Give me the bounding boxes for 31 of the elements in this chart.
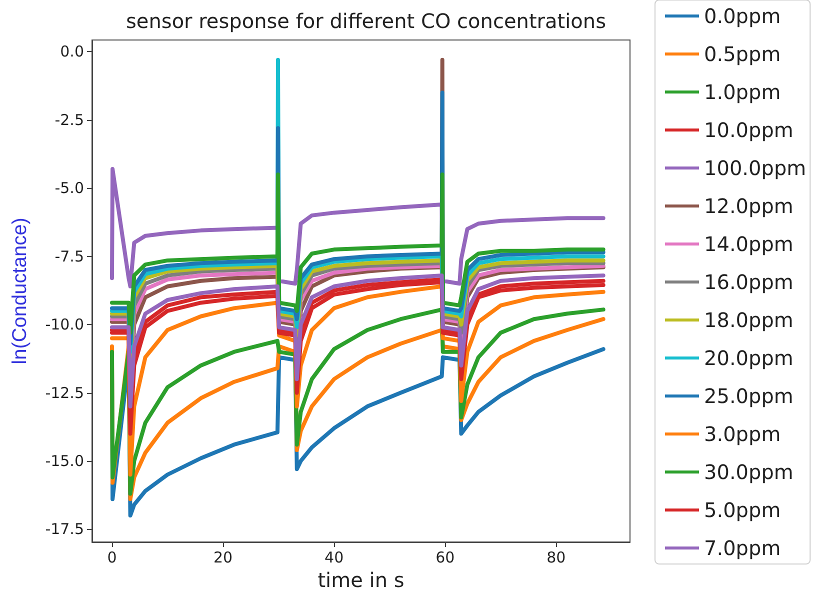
- y-tick-label: -10.0: [45, 316, 84, 334]
- y-tick-label: -5.0: [54, 179, 84, 198]
- legend-label: 3.0ppm: [704, 422, 781, 446]
- legend-label: 30.0ppm: [704, 460, 794, 484]
- y-axis-title: ln(Conductance): [9, 218, 31, 364]
- x-tick-label: 20: [213, 548, 233, 566]
- x-tick-label: 80: [546, 548, 566, 566]
- y-tick-label: 0.0: [60, 42, 84, 61]
- legend-label: 1.0ppm: [704, 80, 781, 104]
- chart-title: sensor response for different CO concentrations: [126, 9, 606, 33]
- x-tick-label: 0: [107, 548, 117, 566]
- legend-label: 20.0ppm: [704, 346, 794, 370]
- x-tick-label: 60: [436, 548, 455, 566]
- legend-label: 100.0ppm: [704, 156, 806, 180]
- legend-label: 25.0ppm: [704, 384, 794, 408]
- legend-label: 7.0ppm: [704, 536, 781, 560]
- legend-label: 12.0ppm: [704, 194, 794, 218]
- legend-label: 14.0ppm: [704, 232, 794, 256]
- y-tick-label: -2.5: [54, 110, 84, 129]
- legend-label: 5.0ppm: [704, 498, 781, 522]
- x-axis-title: time in s: [318, 568, 404, 592]
- legend-label: 0.0ppm: [704, 4, 781, 28]
- y-tick-label: -15.0: [45, 452, 84, 470]
- legend-label: 10.0ppm: [704, 118, 794, 142]
- x-tick-label: 40: [324, 548, 344, 566]
- legend-label: 0.5ppm: [704, 42, 781, 66]
- legend-label: 16.0ppm: [704, 270, 794, 294]
- y-tick-label: -7.5: [54, 247, 84, 266]
- y-tick-label: -17.5: [45, 520, 84, 538]
- y-tick-label: -12.5: [45, 384, 84, 402]
- legend-label: 18.0ppm: [704, 308, 794, 332]
